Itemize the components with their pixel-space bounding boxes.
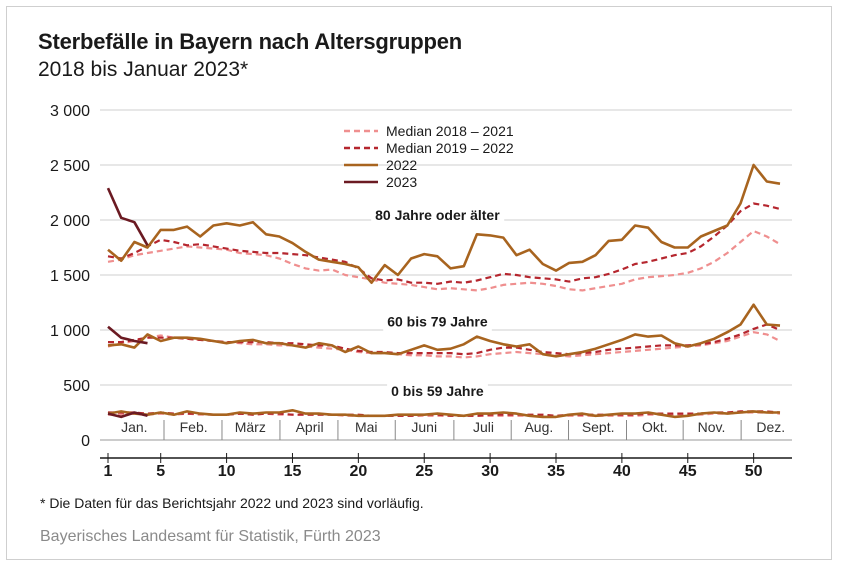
chart-title: Sterbefälle in Bayern nach Altersgruppen: [38, 29, 462, 54]
x-tick-label: 45: [679, 463, 697, 480]
group-label: 80 Jahre oder älter: [375, 207, 500, 223]
series-line: [107, 163, 781, 285]
month-label: Sept.: [582, 419, 615, 435]
group-label: 60 bis 79 Jahre: [387, 314, 488, 330]
group-label-background: [387, 382, 488, 400]
series-line: [107, 325, 148, 345]
series-line: [107, 411, 148, 419]
series-line: [107, 229, 781, 292]
month-label: Aug.: [524, 419, 553, 435]
month-label: Okt.: [642, 419, 668, 435]
footnote: * Die Daten für das Berichtsjahr 2022 un…: [40, 495, 424, 511]
month-label: Juni: [411, 419, 437, 435]
x-tick-label: 30: [481, 463, 499, 480]
y-tick-label: 500: [63, 378, 90, 395]
group-label-background: [371, 206, 505, 224]
legend-label: 2022: [386, 157, 417, 173]
x-tick-label: 35: [547, 463, 565, 480]
series-line: [106, 187, 149, 246]
x-tick-label: 1: [104, 463, 113, 480]
month-label: Nov.: [698, 419, 726, 435]
x-tick-label: 10: [218, 463, 236, 480]
y-tick-label: 2 000: [50, 213, 90, 230]
series-line: [107, 303, 781, 358]
x-tick-label: 5: [156, 463, 165, 480]
y-tick-label: 0: [81, 433, 90, 450]
group-label: 0 bis 59 Jahre: [391, 383, 484, 399]
legend-label: 2023: [386, 174, 417, 190]
y-tick-label: 1 500: [50, 268, 90, 285]
source-credit: Bayerisches Landesamt für Statistik, Für…: [40, 528, 381, 545]
chart-subtitle: 2018 bis Januar 2023*: [38, 58, 249, 81]
x-tick-label: 50: [745, 463, 763, 480]
month-label: Feb.: [180, 419, 208, 435]
legend-label: Median 2019 – 2022: [386, 140, 514, 156]
month-label: Dez.: [756, 419, 785, 435]
y-tick-label: 2 500: [50, 158, 90, 175]
y-tick-label: 3 000: [50, 103, 90, 120]
month-label: Juli: [473, 419, 494, 435]
x-tick-label: 15: [284, 463, 302, 480]
month-label: Mai: [355, 419, 378, 435]
x-tick-label: 25: [415, 463, 433, 480]
x-tick-label: 40: [613, 463, 631, 480]
group-label-background: [383, 312, 492, 331]
month-label: April: [296, 419, 324, 435]
x-tick-label: 20: [349, 463, 367, 480]
y-tick-label: 1 000: [50, 323, 90, 340]
month-label: Jan.: [121, 419, 147, 435]
series-line: [107, 408, 780, 419]
legend-label: Median 2018 – 2021: [386, 123, 514, 139]
month-label: März: [235, 419, 266, 435]
